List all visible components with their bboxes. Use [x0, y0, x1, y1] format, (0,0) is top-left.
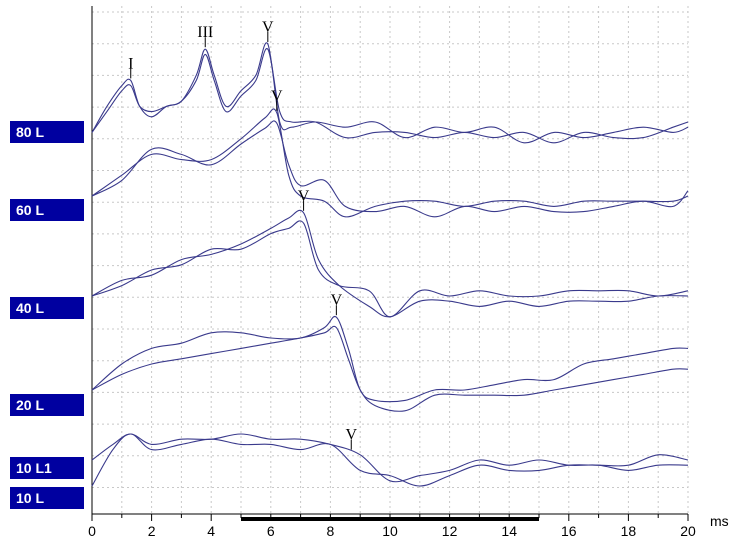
x-tick-label: 14	[501, 523, 517, 539]
waveform-trace	[91, 48, 689, 144]
level-label-text: 10 L	[16, 490, 44, 506]
x-tick-label: 0	[88, 523, 96, 539]
peak-marker-label: I	[128, 55, 133, 72]
level-label-box	[10, 394, 84, 416]
level-label-text: 80 L	[16, 124, 44, 140]
x-tick-label: 16	[561, 523, 577, 539]
x-tick-label: 12	[442, 523, 458, 539]
peak-marker-label: V	[345, 427, 357, 444]
level-label-text: 60 L	[16, 202, 44, 218]
x-axis-unit-label: ms	[710, 513, 729, 529]
peak-marker-label: V	[271, 88, 283, 105]
x-tick-label: 2	[148, 523, 156, 539]
x-tick-label: 20	[680, 523, 696, 539]
traces	[91, 42, 689, 487]
peak-marker-label: V	[262, 19, 274, 36]
x-tick-label: 6	[267, 523, 275, 539]
level-label-box	[10, 487, 84, 509]
waveform-trace	[91, 120, 689, 218]
level-label-text: 10 L1	[16, 460, 52, 476]
peak-marker-label: III	[197, 24, 213, 41]
grid	[91, 6, 689, 514]
waveform-trace	[91, 325, 689, 412]
level-label-box	[10, 199, 84, 221]
waveform-trace	[91, 315, 689, 403]
x-tick-label: 10	[382, 523, 398, 539]
x-tick-label: 4	[207, 523, 215, 539]
x-tick-label: 18	[621, 523, 637, 539]
peak-marker-label: V	[298, 188, 310, 205]
waveform-trace	[91, 433, 689, 487]
waveform-trace	[91, 220, 689, 318]
level-label-text: 40 L	[16, 300, 44, 316]
level-labels: 80 L 60 L 40 L 20 L 10 L1 10 L	[10, 121, 84, 509]
level-label-box	[10, 297, 84, 319]
level-label-text: 20 L	[16, 397, 44, 413]
level-label-box	[10, 121, 84, 143]
level-label-box	[10, 457, 84, 479]
peak-marker-label: V	[331, 292, 343, 309]
axes	[91, 6, 689, 521]
waveform-trace	[91, 108, 689, 218]
waveform-trace	[91, 209, 689, 318]
x-tick-label: 8	[327, 523, 335, 539]
x-tick-labels: 0 2 4 6 8 10 12 14 16 18 20	[88, 523, 696, 539]
